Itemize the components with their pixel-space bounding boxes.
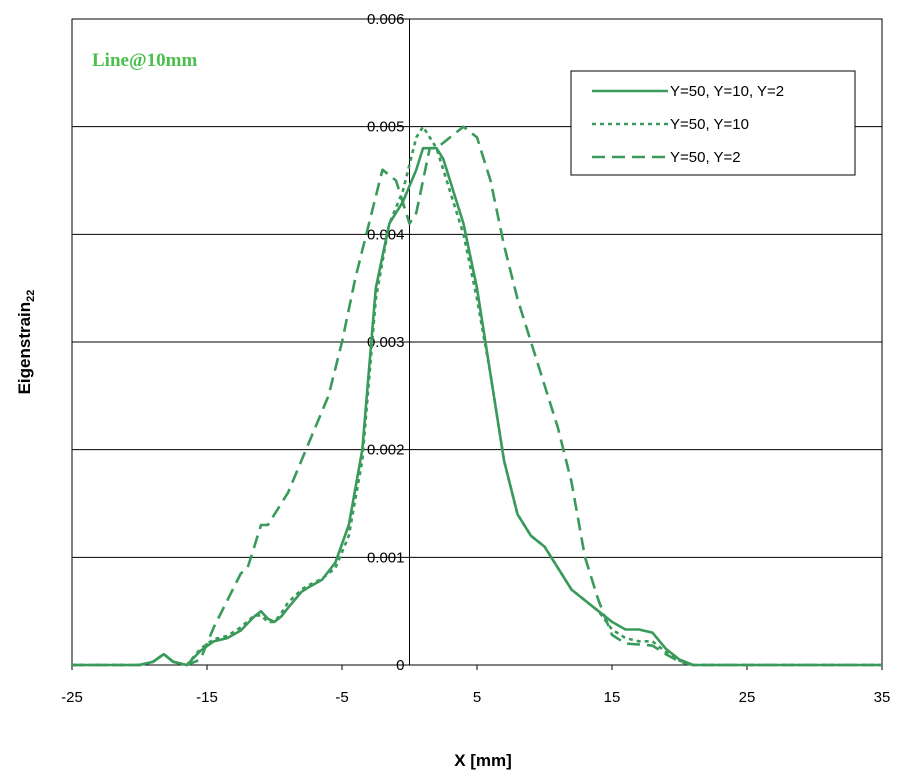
legend-label-2: Y=50, Y=10 xyxy=(670,116,749,133)
legend: Y=50, Y=10, Y=2 Y=50, Y=10 Y=50, Y=2 xyxy=(570,70,856,176)
series-line-3 xyxy=(72,125,882,667)
y-tick-label: 0.006 xyxy=(367,11,405,28)
x-tick-label: -5 xyxy=(335,689,348,706)
y-tick-label: 0.001 xyxy=(367,549,405,566)
y-axis-title-subscript: 22 xyxy=(25,290,37,302)
legend-label-3: Y=50, Y=2 xyxy=(670,149,741,166)
series-group xyxy=(72,125,882,667)
legend-label-1: Y=50, Y=10, Y=2 xyxy=(670,83,784,100)
series-line-2 xyxy=(72,125,882,667)
x-tick-label: -25 xyxy=(61,689,83,706)
x-tick-label: 25 xyxy=(739,689,756,706)
x-axis-title: X [mm] xyxy=(454,751,512,770)
x-tick-label: 5 xyxy=(473,689,481,706)
x-tick-label: -15 xyxy=(196,689,218,706)
chart-annotation: Line@10mm xyxy=(92,50,197,71)
x-tick-label: 35 xyxy=(874,689,891,706)
y-axis-title: Eigenstrain22 xyxy=(15,290,37,395)
y-tick-label: 0.005 xyxy=(367,119,405,136)
y-axis-title-main: Eigenstrain xyxy=(15,302,34,395)
x-tick-label: 15 xyxy=(604,689,621,706)
y-tick-label: 0.002 xyxy=(367,442,405,459)
y-tick-label: 0.003 xyxy=(367,334,405,351)
y-tick-label: 0 xyxy=(396,657,404,674)
